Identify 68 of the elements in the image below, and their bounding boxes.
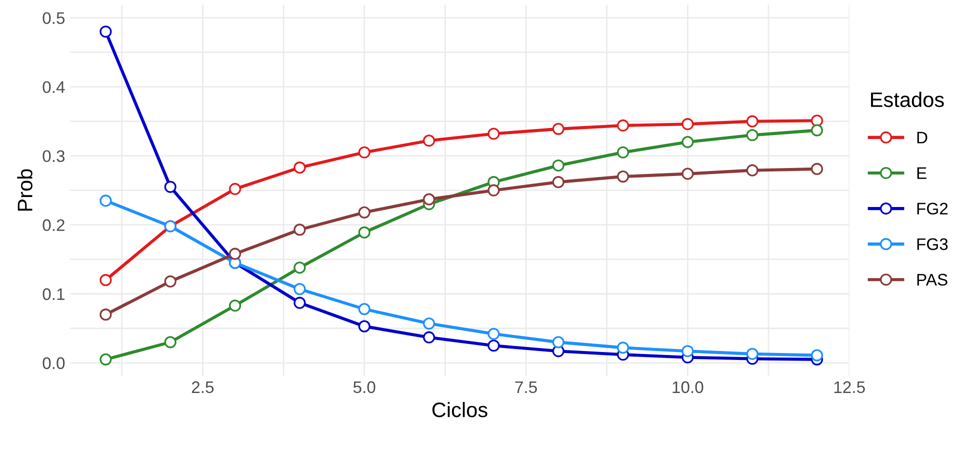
point — [294, 262, 306, 274]
x-tick-label: 2.5 — [192, 381, 214, 394]
y-tick-label: 0.2 — [42, 219, 64, 232]
point — [810, 349, 824, 362]
point — [228, 182, 242, 196]
x-tick-label: 12.5 — [834, 381, 865, 394]
point — [422, 331, 436, 344]
point — [294, 162, 306, 174]
x-tick-label: 7.5 — [515, 381, 537, 394]
point — [682, 345, 694, 358]
point — [488, 340, 500, 352]
point — [552, 176, 564, 188]
legend-label: D — [917, 132, 928, 144]
legend-label: FG3 — [917, 238, 948, 250]
point — [616, 342, 630, 354]
point — [810, 162, 824, 175]
point — [810, 114, 824, 127]
y-tick-label: 0.4 — [42, 81, 65, 94]
legend-label: E — [917, 167, 926, 179]
point — [488, 128, 500, 140]
point — [552, 159, 564, 172]
point — [552, 336, 564, 348]
point — [358, 146, 370, 158]
point — [616, 119, 630, 132]
point — [682, 118, 694, 130]
point — [488, 328, 500, 340]
point — [164, 180, 176, 193]
point — [746, 129, 758, 142]
x-tick-label: 10.0 — [672, 381, 704, 394]
point — [422, 193, 436, 206]
point — [164, 336, 176, 348]
point — [488, 184, 500, 196]
point — [746, 164, 758, 176]
point — [294, 224, 306, 236]
point — [358, 320, 370, 332]
point — [358, 206, 370, 218]
point — [100, 274, 112, 286]
legend-title: Estados — [871, 92, 944, 108]
point — [358, 303, 370, 316]
y-tick-label: 0.3 — [42, 150, 65, 162]
point — [228, 248, 242, 260]
point — [616, 146, 630, 158]
legend-label: PAS — [917, 274, 948, 286]
point — [746, 115, 758, 128]
point — [100, 308, 112, 321]
point — [682, 168, 694, 180]
point — [746, 348, 758, 360]
point — [294, 283, 306, 296]
y-tick-label: 0.5 — [42, 12, 65, 24]
point — [682, 136, 694, 148]
point — [358, 226, 370, 238]
y-tick-label: 0.0 — [42, 357, 65, 370]
x-axis-title: Ciclos — [432, 402, 488, 418]
point — [100, 353, 112, 366]
point — [100, 26, 112, 38]
legend-label: FG2 — [917, 202, 948, 215]
y-axis-title: Prob — [17, 169, 32, 211]
x-tick-label: 5.0 — [353, 381, 376, 394]
point — [294, 296, 306, 309]
y-tick-label: 0.1 — [42, 288, 64, 300]
point — [810, 124, 824, 136]
point — [422, 318, 436, 330]
point — [552, 122, 564, 135]
point — [616, 170, 630, 183]
point — [164, 275, 176, 288]
point — [100, 194, 112, 207]
point — [228, 300, 242, 312]
point — [422, 134, 436, 147]
